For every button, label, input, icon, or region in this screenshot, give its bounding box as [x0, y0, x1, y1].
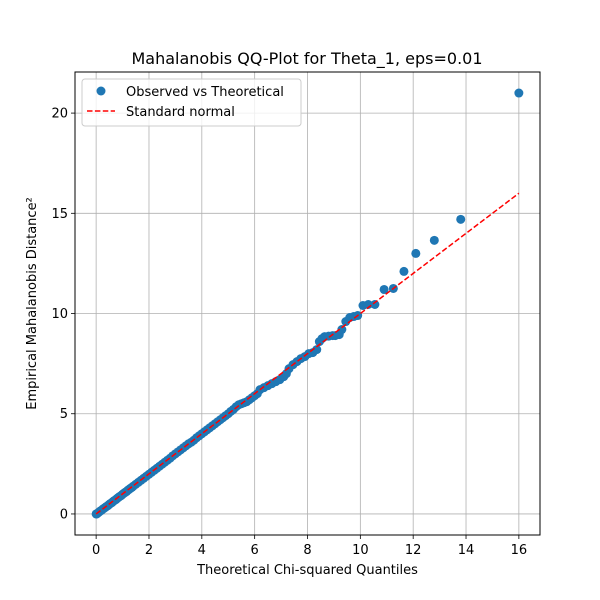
y-axis-ticks: 0 5 10 15 20	[51, 107, 75, 522]
data-point	[337, 325, 347, 335]
grid-layer	[75, 72, 540, 535]
legend: Observed vs Theoretical Standard normal	[81, 78, 302, 127]
x-tick-label: 0	[92, 543, 100, 558]
legend-label-reference: Standard normal	[126, 105, 235, 120]
chart-title: Mahalanobis QQ-Plot for Theta_1, eps=0.0…	[131, 49, 482, 69]
legend-label-observed: Observed vs Theoretical	[126, 85, 284, 100]
data-point	[370, 300, 380, 310]
y-tick-label: 10	[51, 307, 68, 322]
data-point	[456, 214, 466, 224]
data-point	[312, 345, 322, 355]
y-tick-label: 0	[60, 507, 68, 522]
data-point	[411, 248, 421, 258]
series-layer	[91, 88, 524, 519]
legend-marker-observed	[96, 86, 106, 96]
data-point	[429, 235, 439, 245]
y-tick-label: 15	[51, 207, 68, 222]
data-point	[399, 266, 409, 276]
reference-line	[95, 192, 520, 515]
data-point	[363, 300, 373, 310]
x-tick-label: 8	[303, 543, 311, 558]
data-point	[514, 88, 524, 98]
x-tick-label: 12	[405, 543, 422, 558]
y-tick-label: 5	[60, 407, 68, 422]
x-axis-label: Theoretical Chi-squared Quantiles	[196, 563, 418, 578]
x-tick-label: 16	[511, 543, 528, 558]
x-tick-label: 4	[198, 543, 206, 558]
data-point	[379, 284, 389, 294]
legend-box	[81, 78, 302, 127]
x-tick-label: 6	[251, 543, 259, 558]
x-axis-ticks: 0 2 4 6 8 10 12 14 16	[92, 535, 527, 558]
y-axis-label: Empirical Mahalanobis Distance²	[25, 197, 40, 410]
x-tick-label: 2	[145, 543, 153, 558]
x-tick-label: 10	[352, 543, 369, 558]
y-tick-label: 20	[51, 107, 68, 122]
x-tick-label: 14	[458, 543, 475, 558]
